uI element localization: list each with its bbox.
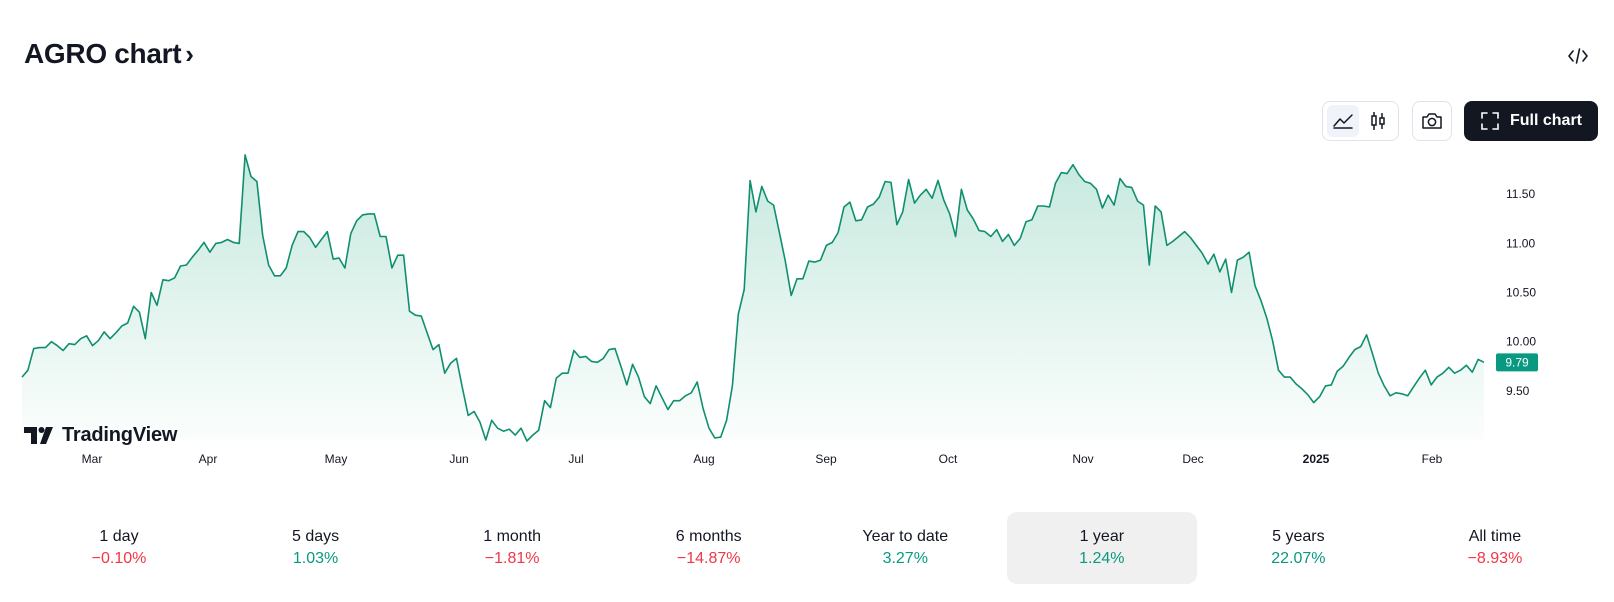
- period-year-to-date[interactable]: Year to date 3.27%: [810, 512, 1000, 584]
- period-change: 22.07%: [1271, 550, 1326, 567]
- period-change: 1.03%: [292, 550, 339, 567]
- candles-style-button[interactable]: [1363, 105, 1395, 137]
- period-change: −1.81%: [484, 550, 540, 567]
- chart-style-switch: [1322, 101, 1399, 141]
- period-label: 5 years: [1272, 528, 1325, 545]
- x-tick-label: Sep: [815, 452, 837, 466]
- x-tick-label: May: [325, 452, 348, 466]
- price-line: [21, 154, 1485, 442]
- y-tick-label: 10.00: [1506, 335, 1536, 349]
- x-tick-label: Jun: [449, 452, 468, 466]
- period-label: 5 days: [291, 528, 340, 545]
- area-style-button[interactable]: [1327, 105, 1359, 137]
- tradingview-logo-icon: [24, 426, 53, 444]
- period-label: 1 year: [1079, 528, 1125, 545]
- period-label: All time: [1468, 528, 1522, 545]
- x-tick-label: Aug: [693, 452, 714, 466]
- period-change: 3.27%: [882, 550, 928, 567]
- last-price-tag: [1496, 353, 1538, 372]
- period-label: 1 day: [99, 528, 139, 545]
- x-tick-label: 2025: [1303, 452, 1330, 466]
- camera-icon: [1422, 113, 1442, 129]
- embed-code-icon: [1568, 48, 1588, 64]
- price-chart[interactable]: Mar Apr May Jun Jul Aug Sep Oct Nov Dec 2025 Feb 11…: [0, 150, 1614, 480]
- price-area-fill: [22, 154, 1484, 441]
- x-tick-label: Apr: [199, 452, 218, 466]
- x-tick-label: Mar: [82, 452, 103, 466]
- full-chart-button[interactable]: Full chart: [1464, 101, 1598, 141]
- period-selector: 1 day −0.10% 5 days 1.03% 1 month −1.81%…: [24, 512, 1590, 584]
- area-chart-icon: [1333, 114, 1353, 129]
- y-tick-label: 10.50: [1506, 286, 1536, 300]
- y-tick-label: 11.50: [1506, 187, 1535, 201]
- x-tick-label: Jul: [568, 452, 583, 466]
- chart-title-link[interactable]: AGRO chart ›: [24, 38, 194, 70]
- last-price-label: 9.79: [1505, 355, 1529, 369]
- period-1-day[interactable]: 1 day −0.10%: [24, 512, 214, 584]
- chart-title: AGRO chart: [24, 38, 182, 69]
- period-1-year[interactable]: 1 year 1.24%: [1006, 512, 1197, 584]
- period-1-month[interactable]: 1 month −1.81%: [417, 512, 607, 584]
- x-tick-label: Feb: [1422, 452, 1443, 466]
- period-change: −0.10%: [91, 550, 147, 567]
- embed-code-button[interactable]: [1566, 44, 1590, 68]
- period-5-years[interactable]: 5 years 22.07%: [1203, 512, 1393, 584]
- snapshot-button[interactable]: [1412, 101, 1452, 141]
- period-6-months[interactable]: 6 months −14.87%: [614, 512, 804, 584]
- period-all-time[interactable]: All time −8.93%: [1400, 512, 1590, 584]
- y-tick-label: 11.00: [1506, 236, 1535, 250]
- period-label: 1 month: [483, 528, 542, 545]
- x-tick-label: Dec: [1182, 452, 1203, 466]
- candles-icon: [1371, 112, 1385, 130]
- x-tick-label: Nov: [1072, 452, 1093, 466]
- y-tick-label: 9.50: [1506, 384, 1530, 398]
- period-change: −14.87%: [676, 550, 741, 567]
- period-label: 6 months: [675, 528, 742, 545]
- period-5-days[interactable]: 5 days 1.03%: [221, 512, 411, 584]
- period-label: Year to date: [862, 528, 949, 545]
- period-change: 1.24%: [1079, 550, 1125, 567]
- tradingview-logo: TradingView: [24, 424, 177, 447]
- chevron-right-icon: ›: [185, 38, 194, 69]
- fullscreen-icon: [1481, 112, 1499, 130]
- x-tick-label: Oct: [939, 452, 958, 466]
- period-change: −8.93%: [1467, 550, 1523, 567]
- tradingview-wordmark: TradingView: [62, 424, 178, 446]
- full-chart-label: Full chart: [1509, 112, 1582, 129]
